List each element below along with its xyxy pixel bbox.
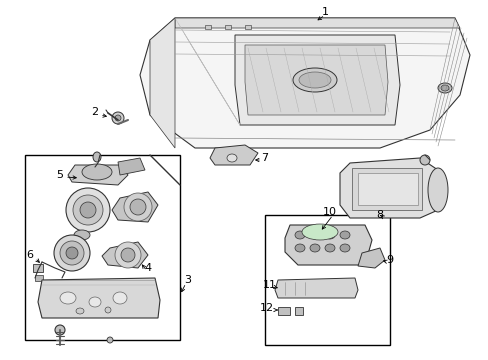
Polygon shape	[112, 192, 158, 222]
Text: 5: 5	[57, 170, 63, 180]
Polygon shape	[118, 158, 145, 175]
Ellipse shape	[130, 199, 146, 215]
Ellipse shape	[325, 231, 334, 239]
Bar	[294, 307, 303, 315]
Ellipse shape	[298, 72, 330, 88]
Bar	[204, 25, 210, 29]
Polygon shape	[175, 18, 459, 28]
Text: 6: 6	[26, 250, 34, 260]
Ellipse shape	[292, 68, 336, 92]
Ellipse shape	[419, 155, 429, 165]
Text: 3: 3	[184, 275, 191, 285]
Bar	[278, 307, 289, 315]
Ellipse shape	[440, 85, 448, 91]
Ellipse shape	[66, 188, 110, 232]
Ellipse shape	[113, 292, 127, 304]
Text: 8: 8	[376, 210, 383, 220]
Ellipse shape	[437, 83, 451, 93]
Ellipse shape	[294, 244, 305, 252]
Ellipse shape	[121, 248, 135, 262]
Ellipse shape	[60, 241, 84, 265]
Text: 10: 10	[323, 207, 336, 217]
Text: 2: 2	[91, 107, 99, 117]
Ellipse shape	[294, 231, 305, 239]
Text: 7: 7	[261, 153, 268, 163]
Polygon shape	[339, 158, 437, 218]
Polygon shape	[140, 18, 469, 148]
Ellipse shape	[302, 224, 337, 240]
Polygon shape	[357, 248, 384, 268]
Polygon shape	[150, 18, 175, 148]
Ellipse shape	[82, 164, 112, 180]
Ellipse shape	[124, 193, 152, 221]
Bar	[244, 25, 250, 29]
Bar	[224, 25, 230, 29]
Ellipse shape	[105, 307, 111, 313]
Text: 9: 9	[386, 255, 393, 265]
Polygon shape	[209, 145, 258, 165]
Ellipse shape	[73, 195, 103, 225]
Polygon shape	[285, 225, 371, 265]
Polygon shape	[68, 165, 128, 185]
Ellipse shape	[60, 292, 76, 304]
Ellipse shape	[226, 154, 237, 162]
Ellipse shape	[309, 231, 319, 239]
Ellipse shape	[339, 231, 349, 239]
Polygon shape	[102, 242, 148, 268]
Ellipse shape	[74, 230, 90, 240]
Ellipse shape	[107, 337, 113, 343]
Bar	[264, 215, 389, 345]
Polygon shape	[235, 35, 399, 125]
Ellipse shape	[93, 152, 101, 162]
Ellipse shape	[55, 325, 65, 335]
Polygon shape	[274, 278, 357, 298]
Text: 4: 4	[144, 263, 151, 273]
Bar	[33, 264, 43, 272]
Bar	[351, 168, 421, 210]
Ellipse shape	[115, 115, 121, 121]
Ellipse shape	[89, 297, 101, 307]
Ellipse shape	[80, 202, 96, 218]
Text: 12: 12	[260, 303, 273, 313]
Bar	[25, 155, 180, 340]
Ellipse shape	[309, 244, 319, 252]
Text: 11: 11	[263, 280, 276, 290]
Polygon shape	[244, 45, 387, 115]
Bar	[357, 173, 417, 205]
Ellipse shape	[339, 244, 349, 252]
Ellipse shape	[115, 242, 141, 268]
Ellipse shape	[325, 244, 334, 252]
Ellipse shape	[54, 235, 90, 271]
Polygon shape	[38, 278, 160, 318]
Ellipse shape	[66, 247, 78, 259]
Ellipse shape	[112, 112, 124, 124]
Text: 1: 1	[321, 7, 328, 17]
Bar	[35, 275, 43, 281]
Ellipse shape	[427, 168, 447, 212]
Ellipse shape	[76, 308, 84, 314]
